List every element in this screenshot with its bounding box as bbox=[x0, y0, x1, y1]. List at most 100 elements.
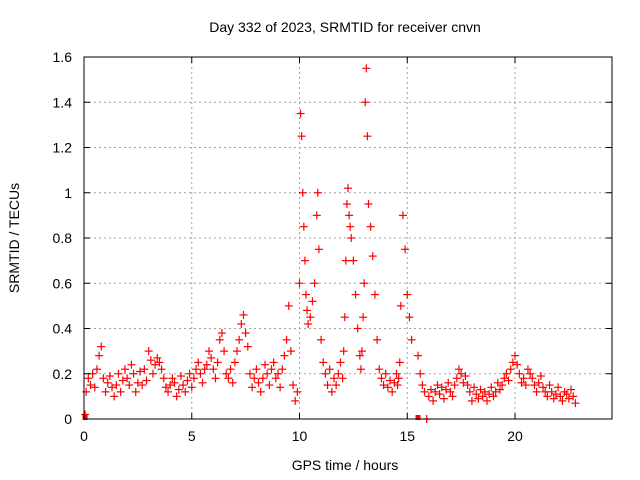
data-point bbox=[252, 365, 261, 374]
data-point bbox=[424, 392, 433, 401]
data-point bbox=[170, 378, 179, 387]
data-point bbox=[123, 374, 132, 383]
tick-labels: 0 5 10 15 20 0 0.2 0.4 0.6 0.8 1 1.2 1.4 1.6 bbox=[53, 49, 523, 444]
data-point bbox=[97, 342, 106, 351]
data-point bbox=[444, 378, 453, 387]
x-axis-label: GPS time / hours bbox=[292, 457, 399, 473]
data-point bbox=[398, 211, 407, 220]
data-point bbox=[562, 390, 571, 399]
data-point bbox=[258, 374, 267, 383]
data-point bbox=[250, 374, 259, 383]
y-axis-label: SRMTID / TECUs bbox=[6, 183, 22, 293]
y-tick-label: 1.2 bbox=[53, 140, 73, 156]
data-point bbox=[95, 351, 104, 360]
data-point bbox=[325, 365, 334, 374]
data-point bbox=[511, 351, 520, 360]
data-point bbox=[341, 256, 350, 265]
data-point bbox=[358, 347, 367, 356]
data-point bbox=[508, 358, 517, 367]
data-point bbox=[224, 374, 233, 383]
data-point bbox=[153, 353, 162, 362]
data-point bbox=[282, 335, 291, 344]
data-point bbox=[313, 188, 322, 197]
data-point bbox=[377, 374, 386, 383]
data-point bbox=[233, 347, 242, 356]
data-point bbox=[192, 365, 201, 374]
data-point bbox=[457, 369, 466, 378]
data-point bbox=[298, 188, 307, 197]
data-point bbox=[222, 369, 231, 378]
data-point bbox=[351, 290, 360, 299]
data-point bbox=[554, 383, 563, 392]
data-point bbox=[329, 374, 338, 383]
data-point bbox=[148, 369, 157, 378]
data-point bbox=[470, 383, 479, 392]
data-point bbox=[215, 335, 224, 344]
data-point bbox=[323, 381, 332, 390]
data-point bbox=[151, 360, 160, 369]
data-point bbox=[269, 358, 278, 367]
data-point bbox=[314, 245, 323, 254]
data-point bbox=[185, 369, 194, 378]
data-point bbox=[296, 109, 305, 118]
data-point bbox=[303, 306, 312, 315]
data-point bbox=[519, 374, 528, 383]
zero-marker bbox=[82, 415, 88, 420]
data-point bbox=[480, 387, 489, 396]
data-point bbox=[129, 369, 138, 378]
data-point bbox=[84, 374, 93, 383]
x-tick-label: 15 bbox=[399, 428, 415, 444]
data-point bbox=[498, 381, 507, 390]
data-point bbox=[336, 358, 345, 367]
data-point bbox=[189, 374, 198, 383]
data-point bbox=[517, 378, 526, 387]
data-point bbox=[493, 378, 502, 387]
data-point bbox=[375, 365, 384, 374]
data-point bbox=[92, 365, 101, 374]
data-point bbox=[345, 211, 354, 220]
x-tick-label: 20 bbox=[507, 428, 523, 444]
data-point bbox=[332, 381, 341, 390]
data-point bbox=[476, 385, 485, 394]
data-point bbox=[338, 374, 347, 383]
data-point bbox=[306, 313, 315, 322]
data-point bbox=[485, 390, 494, 399]
data-point bbox=[245, 369, 254, 378]
data-point bbox=[226, 365, 235, 374]
data-point bbox=[116, 387, 125, 396]
data-point bbox=[489, 392, 498, 401]
data-point bbox=[90, 383, 99, 392]
data-point bbox=[204, 347, 213, 356]
data-point bbox=[200, 365, 209, 374]
data-point bbox=[202, 360, 211, 369]
data-point bbox=[181, 387, 190, 396]
data-point bbox=[254, 378, 263, 387]
data-point bbox=[108, 383, 117, 392]
data-point bbox=[446, 387, 455, 396]
data-point bbox=[545, 381, 554, 390]
data-point bbox=[230, 358, 239, 367]
data-point bbox=[344, 184, 352, 193]
data-point bbox=[448, 392, 457, 401]
data-point bbox=[339, 347, 348, 356]
data-point bbox=[506, 365, 515, 374]
data-point bbox=[368, 252, 377, 261]
data-point bbox=[297, 132, 306, 141]
data-point bbox=[536, 372, 545, 381]
data-point bbox=[461, 372, 470, 381]
data-point bbox=[381, 369, 390, 378]
data-point bbox=[513, 360, 522, 369]
data-point bbox=[235, 335, 244, 344]
data-point bbox=[273, 369, 282, 378]
data-point bbox=[534, 378, 543, 387]
data-point bbox=[310, 279, 319, 288]
y-tick-label: 0 bbox=[64, 411, 72, 427]
data-point bbox=[523, 365, 532, 374]
data-point bbox=[433, 381, 442, 390]
data-point bbox=[420, 387, 429, 396]
data-point bbox=[472, 390, 481, 399]
data-point bbox=[521, 381, 530, 390]
data-point bbox=[179, 381, 188, 390]
data-point bbox=[146, 356, 155, 365]
